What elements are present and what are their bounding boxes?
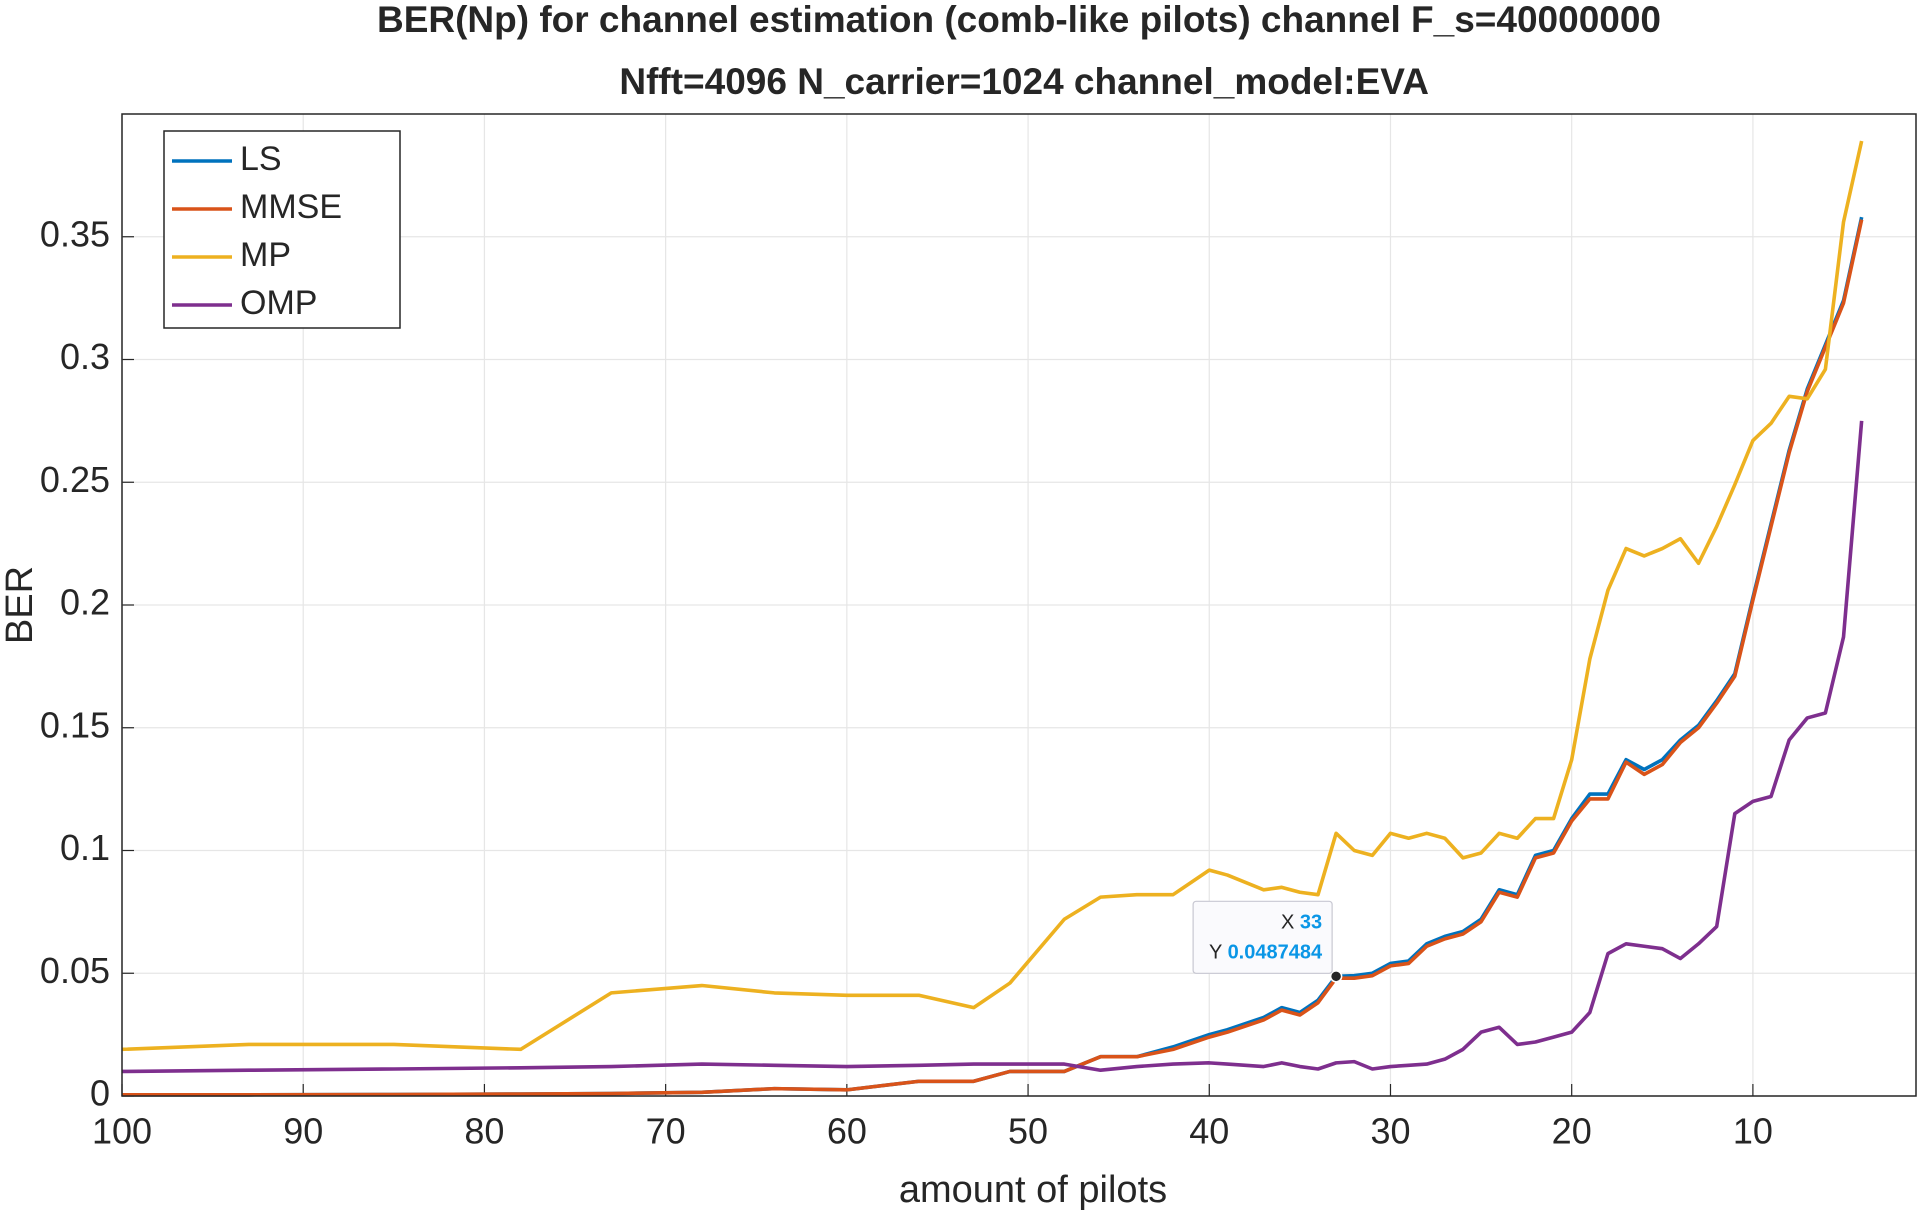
chart-title: Nfft=4096 N_carrier=1024 channel_model:E… [609,61,1429,102]
datatip-text: Y 0.0487484 [1209,942,1323,964]
axes-box [121,113,1917,1097]
y-tick-label: 0.05 [40,950,110,991]
series-line [121,140,1864,1052]
datatip-text: X 33 [1281,912,1322,934]
y-axis-label: BER [0,566,41,644]
series-line [122,219,1864,1097]
y-tick-label: 0 [90,1073,110,1114]
y-tick-label: 0.35 [40,213,110,254]
y-tick-label: 0.1 [60,827,110,868]
x-tick-label: 40 [1189,1111,1229,1152]
x-tick-label: 70 [646,1111,686,1152]
x-tick-label: 20 [1552,1111,1592,1152]
series-line [121,420,1864,1074]
y-tick-label: 0.2 [60,582,110,623]
x-tick-label: 100 [92,1111,152,1152]
legend-label: MP [240,236,291,274]
datatip-marker [1329,970,1343,983]
x-tick-label: 30 [1370,1111,1410,1152]
y-tick-label: 0.15 [40,704,110,745]
chart-title: BER(Np) for channel estimation (comb-lik… [377,0,1661,40]
x-tick-label: 80 [464,1111,504,1152]
datatip-key: X [1281,912,1294,934]
datatip-box [1192,900,1333,974]
datatip-key: Y [1209,942,1222,964]
x-tick-label: 50 [1008,1111,1048,1152]
y-tick-label: 0.25 [40,459,110,500]
datatip-value: 0.0487484 [1228,942,1323,964]
legend-label: MMSE [240,188,342,226]
datatip-value: 33 [1300,912,1322,934]
x-tick-label: 60 [827,1111,867,1152]
legend-box [163,130,401,329]
legend-label: LS [240,140,282,178]
x-tick-label: 90 [283,1111,323,1152]
legend-label: OMP [240,284,317,322]
x-tick-label: 10 [1733,1111,1773,1152]
y-tick-label: 0.3 [60,336,110,377]
x-axis-label: amount of pilots [899,1169,1167,1211]
